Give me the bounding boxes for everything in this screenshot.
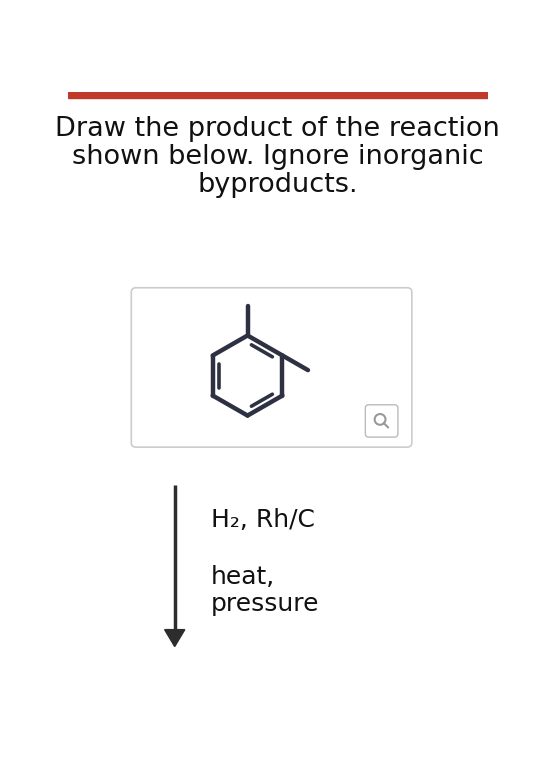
Polygon shape <box>165 630 185 647</box>
Text: byproducts.: byproducts. <box>197 171 358 197</box>
Bar <box>68 92 488 98</box>
Text: pressure: pressure <box>211 592 320 616</box>
FancyBboxPatch shape <box>365 405 398 437</box>
Text: shown below. Ignore inorganic: shown below. Ignore inorganic <box>72 144 483 170</box>
Text: heat,: heat, <box>211 565 275 589</box>
FancyBboxPatch shape <box>131 288 412 447</box>
Text: H₂, Rh/C: H₂, Rh/C <box>211 508 315 531</box>
Text: Draw the product of the reaction: Draw the product of the reaction <box>55 116 500 142</box>
